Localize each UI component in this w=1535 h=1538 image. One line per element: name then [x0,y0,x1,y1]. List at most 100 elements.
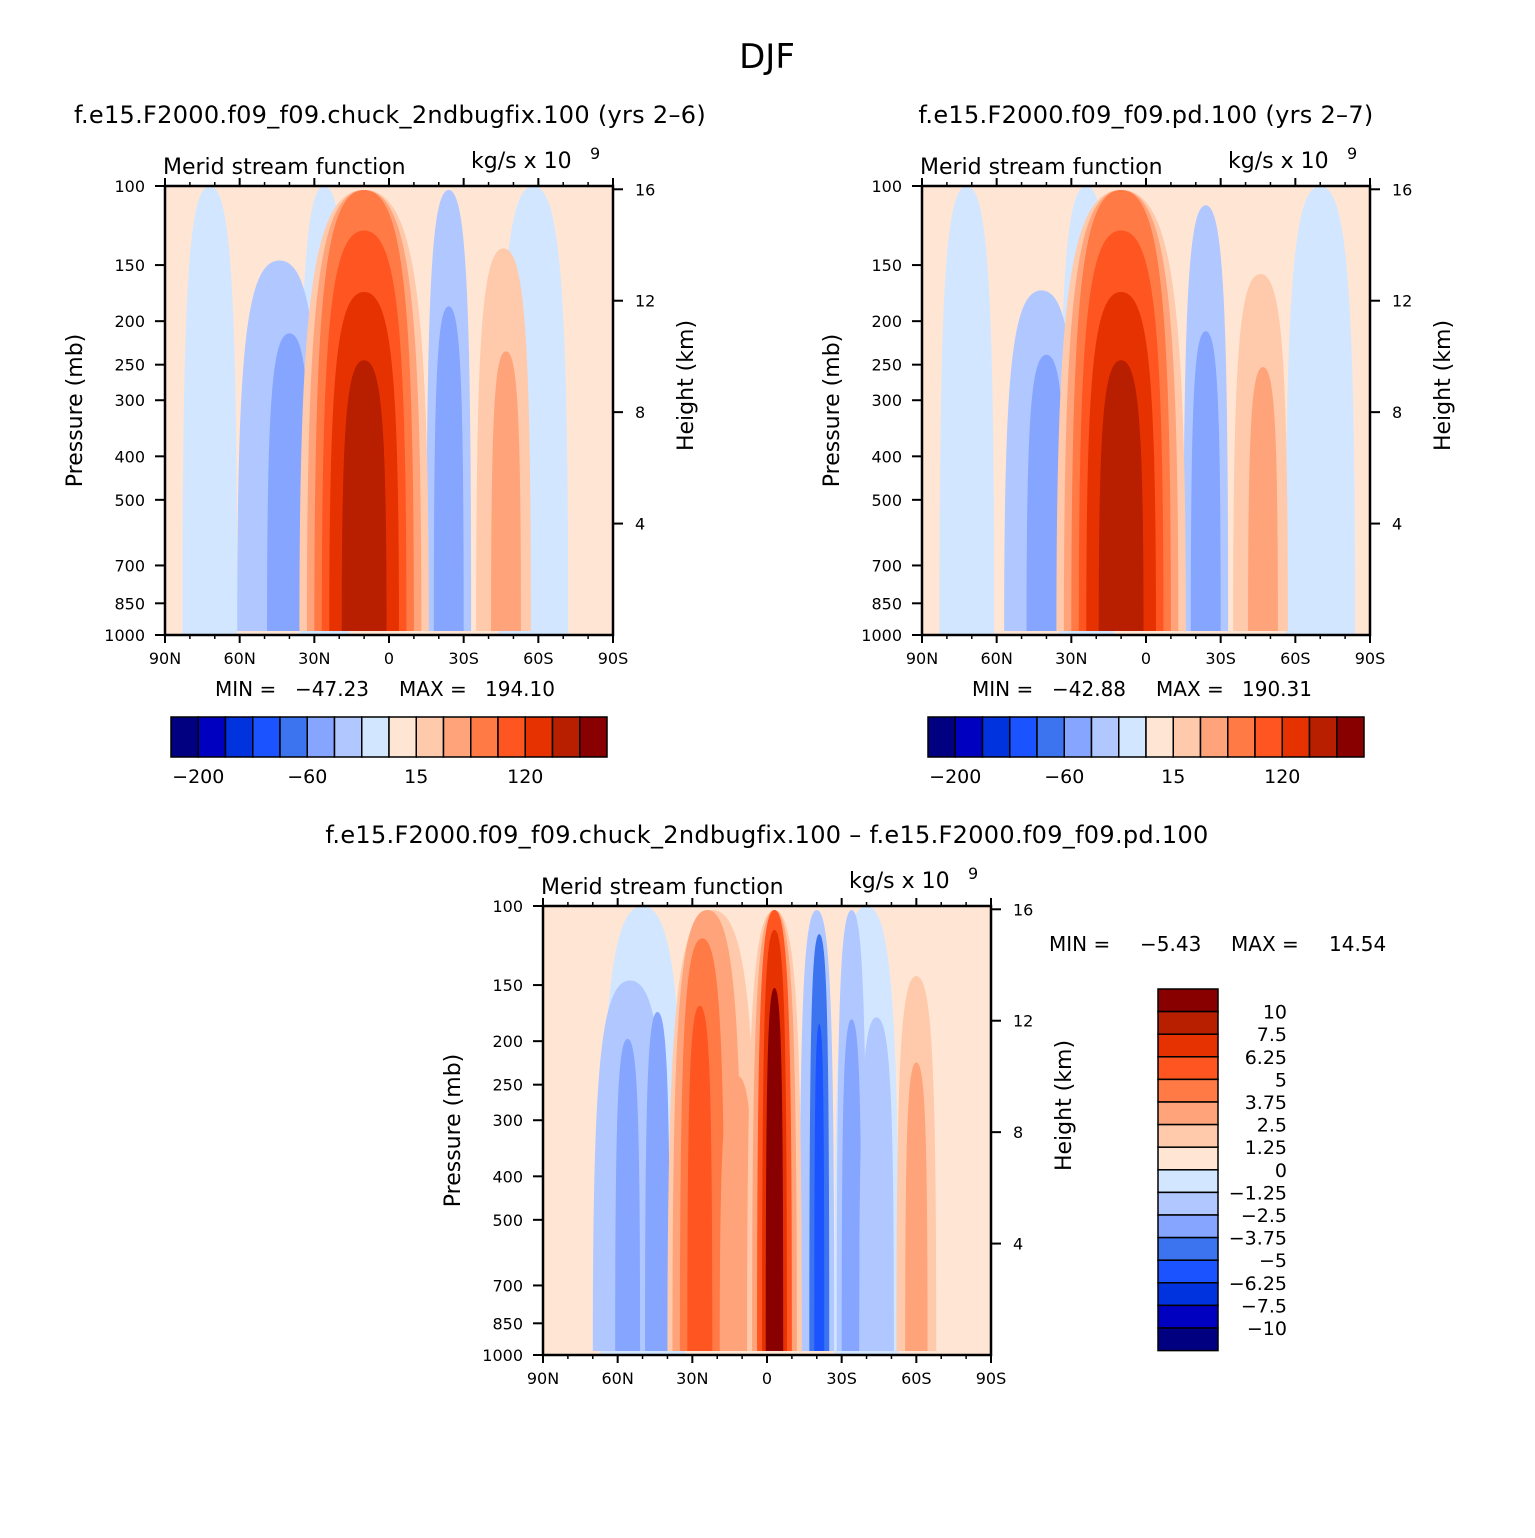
max-value: 194.10 [485,677,555,701]
colorbar-label: −3.75 [1229,1228,1287,1250]
colorbar-box [1157,1169,1219,1194]
right-tick-label: 4 [1013,1235,1023,1254]
panel-top-right: f.e15.F2000.f09_f09.pd.100 (yrs 2–7) Meri… [820,101,1456,788]
y-tick-label: 200 [114,312,145,331]
contour-region-8 [859,1017,894,1351]
colorbar-label: 120 [507,766,543,788]
colorbar-box [1157,1078,1219,1103]
colorbar-label: −200 [172,766,224,788]
colorbar-box [981,716,1011,758]
plot-area [165,186,613,635]
x-tick-label: 90N [906,649,938,668]
colorbar-box [1036,716,1065,758]
panel-bottom-difference: f.e15.F2000.f09_f09.chuck_2ndbugfix.100 … [325,821,1386,1388]
right-tick-label: 16 [635,180,655,199]
colorbar-box [1157,1191,1219,1216]
contour-region-23 [905,1062,928,1351]
units-exponent: 9 [1347,144,1357,163]
panel-title: f.e15.F2000.f09_f09.chuck_2ndbugfix.100 … [74,101,706,129]
colorbar-box [442,716,472,758]
x-tick-label: 90S [976,1369,1007,1388]
y-tick-label: 250 [114,356,145,375]
x-tick-label: 90S [1355,649,1386,668]
contour-region-1 [1285,186,1356,635]
y-tick-label: 100 [114,177,145,196]
y-tick-label: 150 [114,256,145,275]
min-value: −5.43 [1140,932,1201,956]
contour-region-4 [645,1011,670,1351]
colorbar-box [197,716,227,758]
colorbar-label: 15 [1161,766,1185,788]
right-tick-label: 8 [1392,403,1402,422]
x-tick-label: 60S [1280,649,1311,668]
max-label: MAX = [399,677,467,701]
x-tick-label: 30N [1055,649,1087,668]
y-tick-label: 200 [871,312,902,331]
right-tick-label: 12 [1013,1012,1033,1031]
y-tick-label: 250 [492,1076,523,1095]
right-tick-label: 8 [635,403,645,422]
colorbar-box [224,716,254,758]
panel-title: f.e15.F2000.f09_f09.chuck_2ndbugfix.100 … [325,821,1208,849]
contour-region-6 [841,1019,862,1351]
colorbar-box [1063,716,1093,758]
colorbar-box [1157,1056,1219,1081]
colorbar-box [388,716,417,758]
colorbar-box [279,716,308,758]
colorbar-label: 7.5 [1257,1024,1287,1046]
colorbar-label: 0 [1275,1160,1287,1182]
colorbar-label: −6.25 [1229,1273,1287,1295]
colorbar-box [1281,716,1311,758]
right-tick-label: 16 [1392,180,1412,199]
x-tick-label: 30N [676,1369,708,1388]
colorbar-box [361,716,390,758]
plot-area [922,186,1370,635]
y-tick-label: 1000 [482,1346,523,1365]
colorbar-label: −60 [287,766,327,788]
x-tick-label: 60S [523,649,554,668]
y-tick-label: 100 [871,177,902,196]
y-tick-label: 700 [871,556,902,575]
colorbar-box [1157,1304,1219,1329]
y-axis-title: Pressure (mb) [820,334,845,488]
contour-region-11 [814,1023,825,1351]
colorbar-label: 120 [1264,766,1300,788]
colorbar-label: 3.75 [1245,1092,1287,1114]
colorbar-box [1157,1236,1219,1261]
units-exponent: 9 [590,144,600,163]
colorbar-box [497,716,526,758]
colorbar-box [1308,716,1338,758]
colorbar-box [1172,716,1202,758]
y-tick-label: 700 [492,1276,523,1295]
colorbar-label: −200 [929,766,981,788]
right-axis-title: Height (km) [1052,1040,1077,1171]
contour-region-8 [1248,367,1278,631]
y-tick-label: 250 [871,356,902,375]
right-tick-label: 8 [1013,1123,1023,1142]
max-label: MAX = [1156,677,1224,701]
x-tick-label: 30S [448,649,479,668]
colorbar-box [1090,716,1120,758]
y-tick-label: 850 [492,1314,523,1333]
x-tick-label: 30S [1205,649,1236,668]
y-tick-label: 400 [114,447,145,466]
y-tick-label: 850 [114,594,145,613]
units-exponent: 9 [968,864,978,883]
colorbar-label: 10 [1263,1002,1287,1024]
y-tick-label: 500 [871,491,902,510]
right-tick-label: 12 [1392,292,1412,311]
y-tick-label: 850 [871,594,902,613]
max-value: 190.31 [1242,677,1312,701]
contour-region-3 [615,1038,641,1351]
x-tick-label: 0 [384,649,394,668]
contour-region-14 [341,360,387,631]
colorbar-label: 5 [1275,1069,1287,1091]
y-tick-label: 150 [871,256,902,275]
colorbar-label: −2.5 [1241,1205,1287,1227]
y-tick-label: 100 [492,897,523,916]
colorbar-box [1145,716,1174,758]
x-tick-label: 90N [149,649,181,668]
colorbar-label: 2.5 [1257,1115,1287,1137]
y-axis-title: Pressure (mb) [441,1054,466,1208]
